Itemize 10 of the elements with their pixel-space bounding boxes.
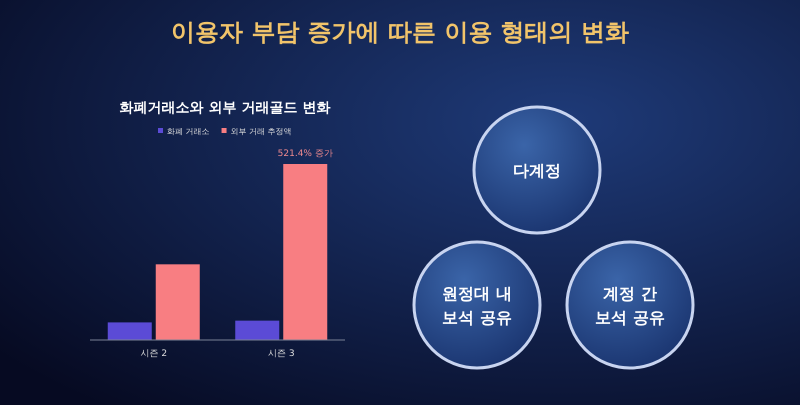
chart-subtitle: 화폐거래소와 외부 거래골드 변화 [120, 100, 330, 116]
annotation: 521.4% 증가 [278, 149, 333, 159]
x-tick-label: 시즌 3 [268, 349, 295, 359]
x-tick-label: 시즌 2 [140, 349, 168, 359]
text: 원정대 내 보석 공유 [442, 284, 512, 327]
text: 이용자 부담 증가에 따른 이용 형태의 변화 [170, 18, 630, 46]
legend-label: 외부 거래 추정액 [230, 127, 292, 136]
legend-label: 화폐 거래소 [167, 127, 210, 136]
text: 계정 간 보석 공유 [595, 284, 665, 327]
text: 다계정 [513, 161, 561, 180]
